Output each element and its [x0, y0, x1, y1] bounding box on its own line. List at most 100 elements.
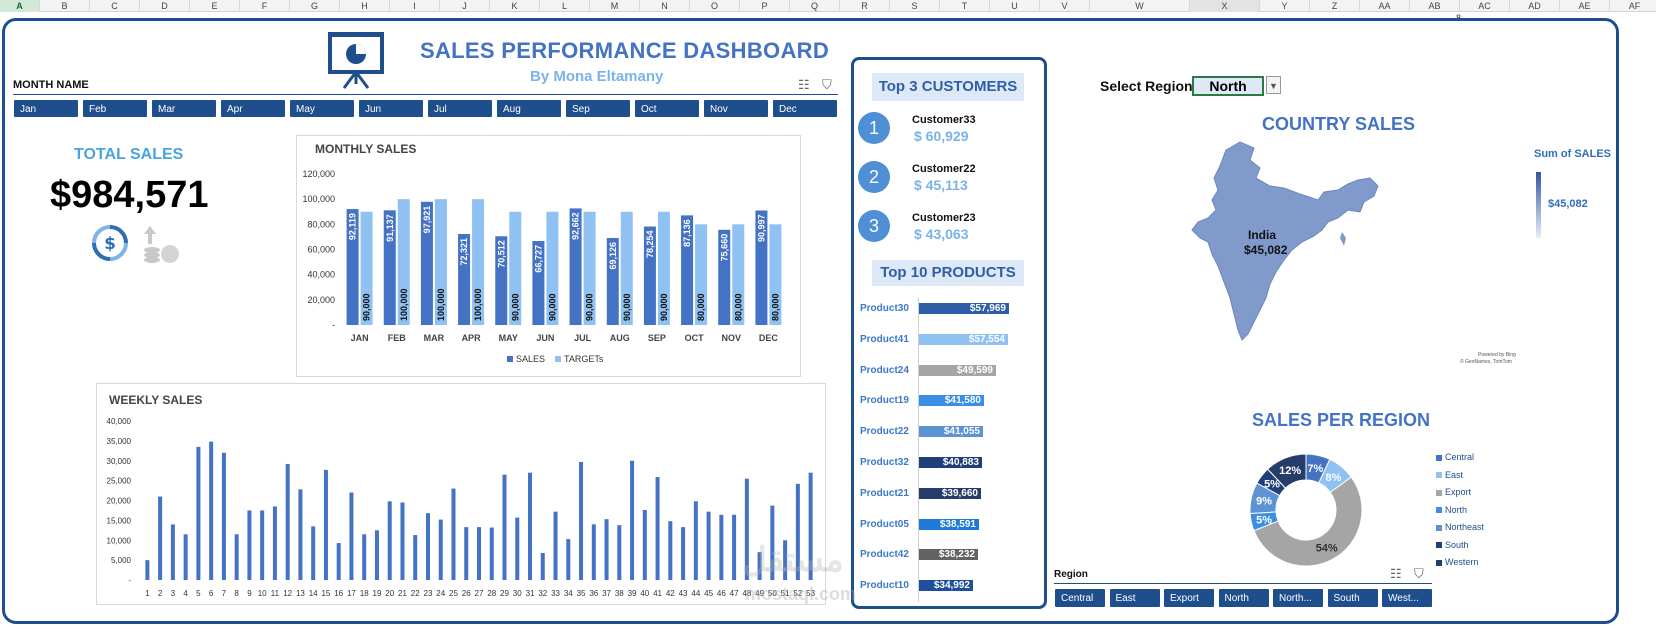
column-header-k[interactable]: K [490, 0, 540, 12]
weekly-sales-bar [464, 527, 469, 580]
month-button-may[interactable]: May [289, 99, 355, 118]
column-header-s[interactable]: S [890, 0, 940, 12]
weekly-x-tick: 28 [487, 589, 496, 598]
monthly-sales-title: MONTHLY SALES [315, 142, 417, 156]
column-header-u[interactable]: U [990, 0, 1040, 12]
clear-filter-icon[interactable]: ⛉ [1414, 566, 1424, 581]
monthly-target-data-label: 90,000 [362, 293, 372, 321]
column-header-f[interactable]: F [240, 0, 290, 12]
month-button-aug[interactable]: Aug [496, 99, 562, 118]
column-header-w[interactable]: W [1090, 0, 1190, 12]
column-header-i[interactable]: I [390, 0, 440, 12]
region-slicer-label: Region [1054, 569, 1088, 580]
monthly-sales-data-label: 92,119 [348, 213, 358, 240]
column-header-af[interactable]: AF [1610, 0, 1656, 12]
column-header-aa[interactable]: AA [1360, 0, 1410, 12]
multi-select-icon[interactable]: ☷ [798, 77, 810, 92]
monthly-target-bar [695, 224, 708, 325]
product-bar: $57,554 [919, 333, 1008, 345]
region-legend-item: North [1436, 505, 1467, 515]
monthly-x-tick: FEB [388, 333, 407, 343]
column-header-m[interactable]: M [590, 0, 640, 12]
weekly-sales-bar [196, 446, 201, 580]
product-bar: $57,969 [919, 303, 1009, 314]
legend-swatch [1436, 472, 1442, 479]
region-button[interactable]: Central [1054, 588, 1106, 608]
column-header-b[interactable]: B [40, 0, 90, 12]
clear-filter-icon[interactable]: ⛉ [822, 77, 832, 92]
column-header-e[interactable]: E [190, 0, 240, 12]
monthly-sales-data-label: 69,126 [608, 242, 618, 270]
weekly-sales-bar [234, 534, 239, 580]
monthly-x-tick: OCT [685, 333, 705, 343]
monthly-y-tick: 40,000 [307, 270, 335, 280]
column-header-t[interactable]: T [940, 0, 990, 12]
weekly-sales-bar [362, 534, 367, 580]
column-header-r[interactable]: R [840, 0, 890, 12]
weekly-y-tick: 20,000 [107, 497, 132, 506]
region-button[interactable]: South [1326, 588, 1379, 608]
top-customers-title: Top 3 CUSTOMERS [872, 73, 1024, 101]
monthly-target-bar [397, 199, 410, 325]
column-header-p[interactable]: P [740, 0, 790, 12]
weekly-x-tick: 23 [424, 589, 433, 598]
month-button-jun[interactable]: Jun [358, 99, 424, 118]
region-slice-label: 9% [1256, 496, 1272, 508]
weekly-x-tick: 41 [653, 589, 662, 598]
region-slice-label: 8% [1325, 472, 1341, 484]
column-header-c[interactable]: C [90, 0, 140, 12]
month-button-jan[interactable]: Jan [13, 99, 79, 118]
monthly-y-tick: 60,000 [307, 245, 335, 255]
region-button[interactable]: West... [1381, 588, 1433, 608]
column-header-o[interactable]: O [690, 0, 740, 12]
month-slicer-label: MONTH NAME [13, 79, 89, 91]
total-sales-label: TOTAL SALES [74, 146, 184, 163]
column-header-a[interactable]: A [0, 0, 40, 12]
region-select-input[interactable]: North [1192, 76, 1264, 96]
month-button-apr[interactable]: Apr [220, 99, 286, 118]
month-button-sep[interactable]: Sep [565, 99, 631, 118]
month-button-nov[interactable]: Nov [703, 99, 769, 118]
region-button[interactable]: East [1108, 588, 1161, 608]
region-button[interactable]: North [1217, 588, 1270, 608]
column-header-y[interactable]: Y [1260, 0, 1310, 12]
column-header-ab[interactable]: AB [1410, 0, 1460, 12]
month-button-jul[interactable]: Jul [427, 99, 493, 118]
region-legend-item: Western [1436, 557, 1478, 567]
column-header-h[interactable]: H [340, 0, 390, 12]
region-button[interactable]: Export [1163, 588, 1215, 608]
weekly-x-tick: 3 [171, 589, 176, 598]
product-bar: $41,580 [919, 395, 984, 407]
weekly-x-tick: 14 [309, 589, 318, 598]
column-header-l[interactable]: L [540, 0, 590, 12]
weekly-x-tick: 12 [283, 589, 292, 598]
column-header-ad[interactable]: AD [1510, 0, 1560, 12]
month-button-mar[interactable]: Mar [151, 99, 217, 118]
column-header-ae[interactable]: AE [1560, 0, 1610, 12]
monthly-x-tick: DEC [759, 333, 779, 343]
month-button-feb[interactable]: Feb [82, 99, 148, 118]
region-button[interactable]: North... [1272, 588, 1324, 608]
weekly-sales-bar [374, 530, 379, 580]
weekly-sales-bar [336, 543, 341, 580]
weekly-sales-bar [515, 517, 520, 580]
monthly-target-bar [509, 211, 522, 325]
column-header-n[interactable]: N [640, 0, 690, 12]
column-header-v[interactable]: V [1040, 0, 1090, 12]
weekly-sales-bar [400, 502, 405, 580]
column-header-x[interactable]: X [1190, 0, 1260, 12]
column-header-d[interactable]: D [140, 0, 190, 12]
region-slice-label: 5% [1264, 479, 1280, 491]
monthly-target-bar [732, 224, 745, 325]
weekly-sales-bar [221, 452, 226, 580]
month-button-dec[interactable]: Dec [772, 99, 838, 118]
chevron-down-icon[interactable]: ▼ [1266, 76, 1281, 94]
column-header-ac[interactable]: AC [1460, 0, 1510, 12]
weekly-x-tick: 36 [589, 589, 598, 598]
multi-select-icon[interactable]: ☷ [1390, 566, 1402, 581]
column-header-q[interactable]: Q [790, 0, 840, 12]
column-header-z[interactable]: Z [1310, 0, 1360, 12]
column-header-g[interactable]: G [290, 0, 340, 12]
month-button-oct[interactable]: Oct [634, 99, 700, 118]
column-header-j[interactable]: J [440, 0, 490, 12]
